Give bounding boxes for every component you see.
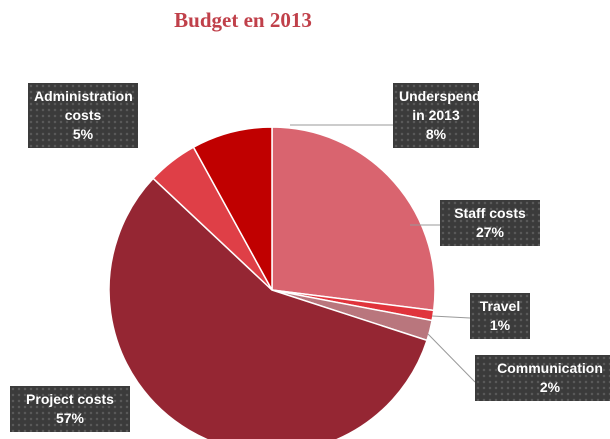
chart-title: Budget en 2013 [174,8,312,32]
leader-line [427,333,476,383]
data-label: Underspend in 2013 8% [393,83,481,148]
label-name: Project costs [26,391,114,407]
data-label: Staff costs 27% [440,200,540,246]
data-label: Administration costs 5% [28,83,138,148]
label-name: Administration costs [34,88,133,123]
label-value: 5% [72,126,94,142]
data-label: Project costs 57% [10,386,130,432]
label-name: Staff costs [454,205,526,221]
label-value: 27% [475,224,505,240]
label-value: 8% [425,126,447,142]
pie-slice [108,177,428,439]
pie-slice [192,126,273,291]
pie-slice [271,126,436,312]
label-name: Communication [497,360,603,376]
label-name: Underspend in 2013 [399,88,481,123]
label-value: 1% [489,317,511,333]
data-label: Communication 2% [475,355,610,401]
label-value: 57% [55,410,85,426]
label-value: 2% [539,379,561,395]
label-name: Travel [479,298,521,314]
leader-line [431,315,471,319]
data-label: Travel 1% [470,293,530,339]
